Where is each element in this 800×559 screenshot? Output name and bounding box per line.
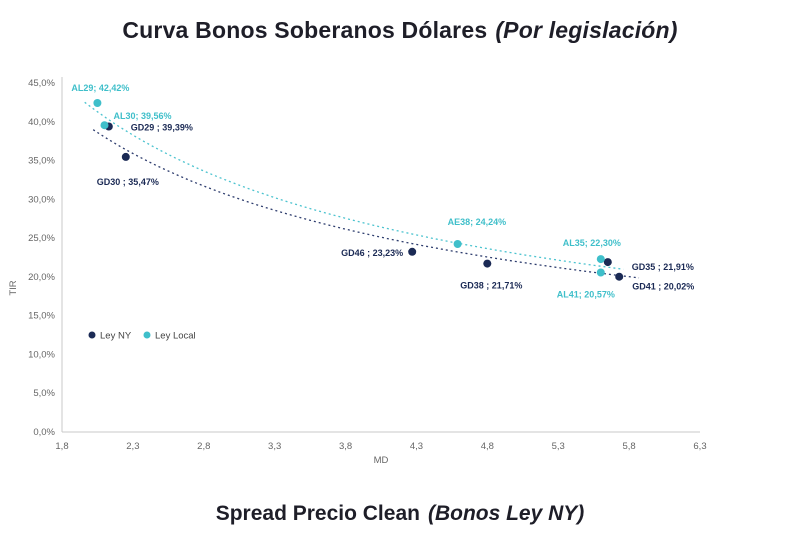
section-subtitle: Spread Precio Clean (Bonos Ley NY) <box>0 470 800 526</box>
x-axis-title: MD <box>374 455 389 466</box>
x-tick-label: 3,3 <box>268 441 281 452</box>
x-tick-label: 5,8 <box>623 441 636 452</box>
y-tick-label: 30,0% <box>28 194 55 205</box>
y-tick-label: 35,0% <box>28 156 55 167</box>
y-tick-label: 15,0% <box>28 311 55 322</box>
data-point-GD41 <box>615 272 624 281</box>
data-point-GD46 <box>408 247 417 256</box>
data-point-AL29 <box>93 99 102 107</box>
data-label-GD29: GD29 ; 39,39% <box>131 123 193 133</box>
x-tick-label: 3,8 <box>339 441 352 452</box>
data-point-GD35 <box>603 258 612 267</box>
data-label-GD38: GD38 ; 21,71% <box>460 281 522 291</box>
y-tick-label: 25,0% <box>28 233 55 244</box>
data-label-GD30: GD30 ; 35,47% <box>97 177 159 187</box>
data-point-GD38 <box>483 259 492 268</box>
chart-title-main: Curva Bonos Soberanos Dólares <box>122 17 488 43</box>
x-tick-label: 5,3 <box>552 441 565 452</box>
x-tick-label: 4,3 <box>410 441 423 452</box>
x-tick-label: 4,8 <box>481 441 494 452</box>
y-tick-label: 40,0% <box>28 117 55 128</box>
legend-marker-ley-ny <box>88 331 96 339</box>
data-label-GD35: GD35 ; 21,91% <box>632 262 694 272</box>
data-label-AE38: AE38; 24,24% <box>448 217 507 227</box>
y-tick-label: 10,0% <box>28 349 55 360</box>
data-point-AL35 <box>596 255 605 264</box>
data-point-AE38 <box>453 240 462 248</box>
data-point-AL41 <box>596 268 605 277</box>
data-label-AL41: AL41; 20,57% <box>557 290 615 300</box>
subtitle-qualifier: (Bonos Ley NY) <box>427 502 585 525</box>
chart-title-qualifier: (Por legislación) <box>495 17 678 43</box>
legend-marker-ley-local <box>143 331 151 339</box>
data-label-AL30: AL30; 39,56% <box>114 111 172 121</box>
legend-label-ley-ny: Ley NY <box>100 331 132 342</box>
trendline-ley-local <box>84 101 624 270</box>
x-tick-label: 1,8 <box>55 441 68 452</box>
legend-label-ley-local: Ley Local <box>155 331 196 342</box>
subtitle-main: Spread Precio Clean <box>215 502 420 525</box>
y-axis-title: TIR <box>8 280 19 295</box>
data-label-GD46: GD46 ; 23,23% <box>341 248 403 258</box>
x-tick-label: 2,3 <box>126 441 139 452</box>
y-tick-label: 5,0% <box>33 388 55 399</box>
y-tick-label: 45,0% <box>28 78 55 89</box>
data-label-AL35: AL35; 22,30% <box>563 238 621 248</box>
data-point-GD30 <box>121 152 130 161</box>
x-tick-label: 6,3 <box>693 441 706 452</box>
x-tick-label: 2,8 <box>197 441 210 452</box>
chart-title: Curva Bonos Soberanos Dólares (Por legisl… <box>0 0 800 44</box>
y-tick-label: 0,0% <box>33 427 55 438</box>
data-label-GD41: GD41 ; 20,02% <box>632 282 694 292</box>
data-label-AL29: AL29; 42,42% <box>71 83 129 93</box>
y-tick-label: 20,0% <box>28 272 55 283</box>
bond-curve-chart: 0,0% 5,0% 10,0% 15,0% 20,0% 25,0% 30,0% 35,0% 40… <box>8 77 707 466</box>
data-point-AL30 <box>100 121 109 130</box>
